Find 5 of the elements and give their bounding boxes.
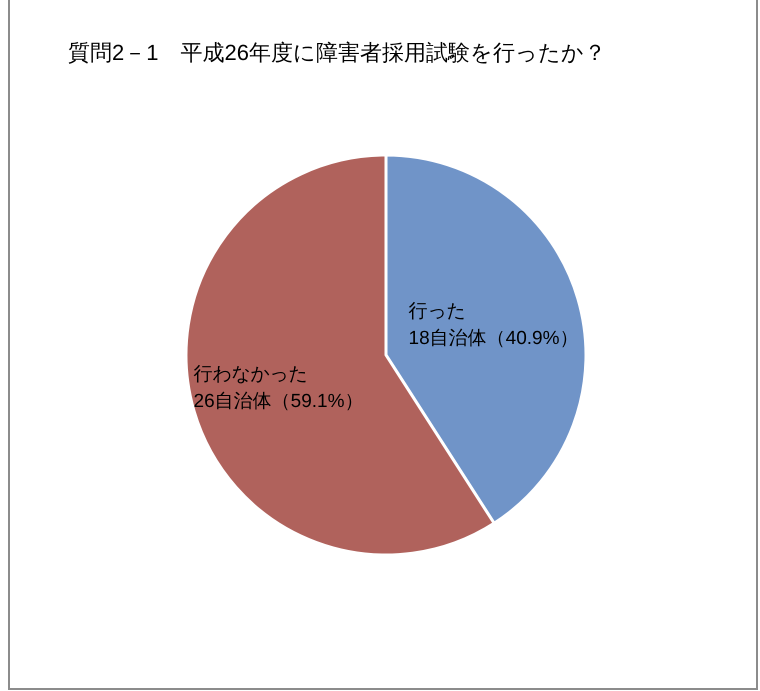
data-label: 18自治体（40.9%）	[408, 328, 579, 349]
slice-label: 行わなかった	[194, 364, 308, 386]
data-label: 26自治体（59.1%）	[194, 391, 364, 412]
chart-title: 質問2－1 平成26年度に障害者採用試験を行ったか？	[68, 40, 606, 65]
slice-label: 行った	[408, 300, 466, 322]
